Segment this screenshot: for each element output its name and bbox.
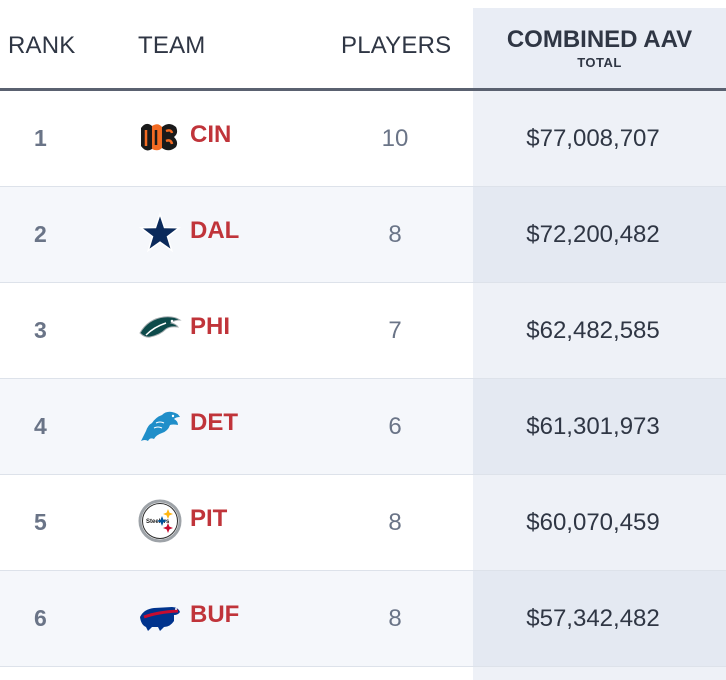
table-row[interactable]: 4 DET 6 $61,301,973 <box>0 379 726 475</box>
team-abbr-link[interactable]: PHI <box>190 313 231 340</box>
players-cell: 6 <box>388 413 402 440</box>
players-cell: 8 <box>388 509 402 536</box>
table-row[interactable]: 2 DAL 8 $72,200,482 <box>0 187 726 283</box>
steelers-logo-icon[interactable]: Steelers <box>138 499 182 543</box>
aav-cell-bg <box>473 667 726 680</box>
combined-aav-column-header[interactable]: COMBINED AAV <box>506 26 693 53</box>
table-row[interactable]: 1 CIN 10 $77,008,707 <box>0 91 726 187</box>
team-abbr-link[interactable]: PIT <box>190 505 228 532</box>
team-abbr-link[interactable]: DET <box>190 409 238 436</box>
players-column-header[interactable]: PLAYERS <box>341 32 452 59</box>
rank-cell: 3 <box>34 317 47 343</box>
aav-cell-bg <box>473 283 726 378</box>
team-abbr-link[interactable]: DAL <box>190 217 240 244</box>
table-body: 1 CIN 10 $77,008,707 2 <box>0 91 726 680</box>
rank-column-header[interactable]: RANK <box>8 32 76 59</box>
aav-cell-bg <box>473 379 726 474</box>
rank-cell: 6 <box>34 605 47 631</box>
team-abbr-link[interactable]: CIN <box>190 121 232 148</box>
aav-cell-bg <box>473 571 726 666</box>
aav-cell: $57,342,482 <box>526 605 660 632</box>
aav-cell-bg <box>473 475 726 570</box>
aav-cell: $61,301,973 <box>526 413 660 440</box>
table-row-partial <box>0 667 726 680</box>
table-row[interactable]: 5 Steelers PIT 8 <box>0 475 726 571</box>
eagles-logo-icon[interactable] <box>138 307 182 351</box>
aav-cell-bg <box>473 91 726 186</box>
rank-cell: 1 <box>34 125 47 151</box>
cowboys-star-logo-icon[interactable] <box>138 211 182 255</box>
aav-cell: $77,008,707 <box>526 125 660 152</box>
aav-cell: $72,200,482 <box>526 221 660 248</box>
table-header: RANK TEAM PLAYERS COMBINED AAV TOTAL <box>0 0 726 91</box>
players-cell: 7 <box>388 317 402 344</box>
aav-subheader: TOTAL <box>577 55 622 70</box>
team-column-header[interactable]: TEAM <box>138 32 206 59</box>
aav-cell-bg <box>473 187 726 282</box>
svg-text:Steelers: Steelers <box>146 519 170 525</box>
aav-column-header-bg <box>473 8 726 88</box>
team-abbr-link[interactable]: BUF <box>190 601 240 628</box>
players-cell: 10 <box>381 125 409 152</box>
rank-cell: 5 <box>34 509 47 535</box>
players-cell: 8 <box>388 605 402 632</box>
bills-logo-icon[interactable] <box>138 595 182 639</box>
players-cell: 8 <box>388 221 402 248</box>
rank-cell: 2 <box>34 221 47 247</box>
table-row[interactable]: 6 BUF 8 $57,342,482 <box>0 571 726 667</box>
bengals-logo-icon[interactable] <box>138 115 182 159</box>
aav-cell: $62,482,585 <box>526 317 660 344</box>
table-row[interactable]: 3 PHI 7 $62,482,585 <box>0 283 726 379</box>
rank-cell: 4 <box>34 413 47 439</box>
aav-cell: $60,070,459 <box>526 509 660 536</box>
lions-logo-icon[interactable] <box>138 403 182 447</box>
